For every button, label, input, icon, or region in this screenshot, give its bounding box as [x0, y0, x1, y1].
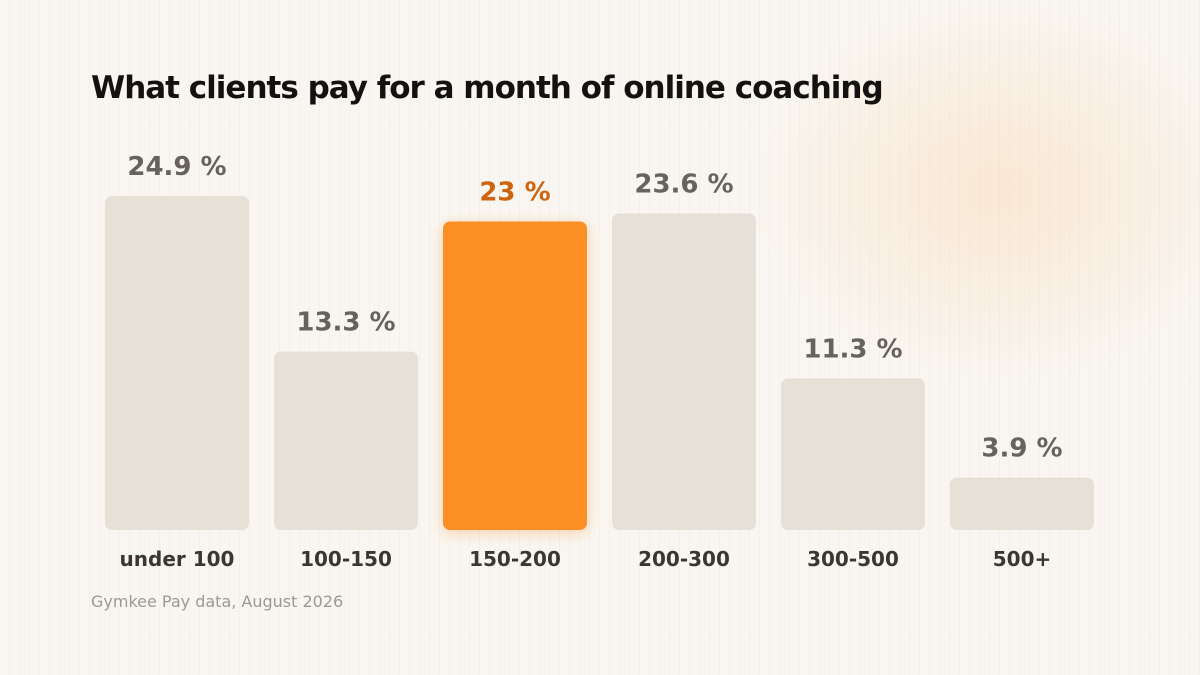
bar-100-150 — [274, 351, 418, 530]
value-label-200-300: 23.6 % — [634, 169, 733, 199]
bars-layer: 24.9 % under 100 13.3 % 100-150 23 % 150-200 2… — [105, 152, 1094, 571]
category-label-under-100: under 100 — [120, 547, 235, 571]
bar-200-300 — [612, 213, 756, 530]
value-label-under-100: 24.9 % — [127, 152, 226, 182]
value-label-500: 3.9 % — [981, 434, 1062, 464]
chart-title: What clients pay for a month of online c… — [91, 70, 884, 106]
category-label-100-150: 100-150 — [300, 547, 392, 571]
bar-under-100 — [105, 196, 249, 530]
category-label-150-200: 150-200 — [469, 547, 561, 571]
category-label-200-300: 200-300 — [638, 547, 730, 571]
source-note: Gymkee Pay data, August 2026 — [91, 592, 344, 611]
category-label-500: 500+ — [993, 547, 1052, 571]
value-label-300-500: 11.3 % — [803, 334, 902, 364]
bar-500 — [950, 477, 1094, 530]
value-label-100-150: 13.3 % — [296, 308, 395, 338]
value-label-150-200: 23 % — [479, 177, 550, 207]
bar-300-500 — [781, 378, 925, 530]
category-label-300-500: 300-500 — [807, 547, 899, 571]
bar-150-200 — [443, 221, 587, 530]
